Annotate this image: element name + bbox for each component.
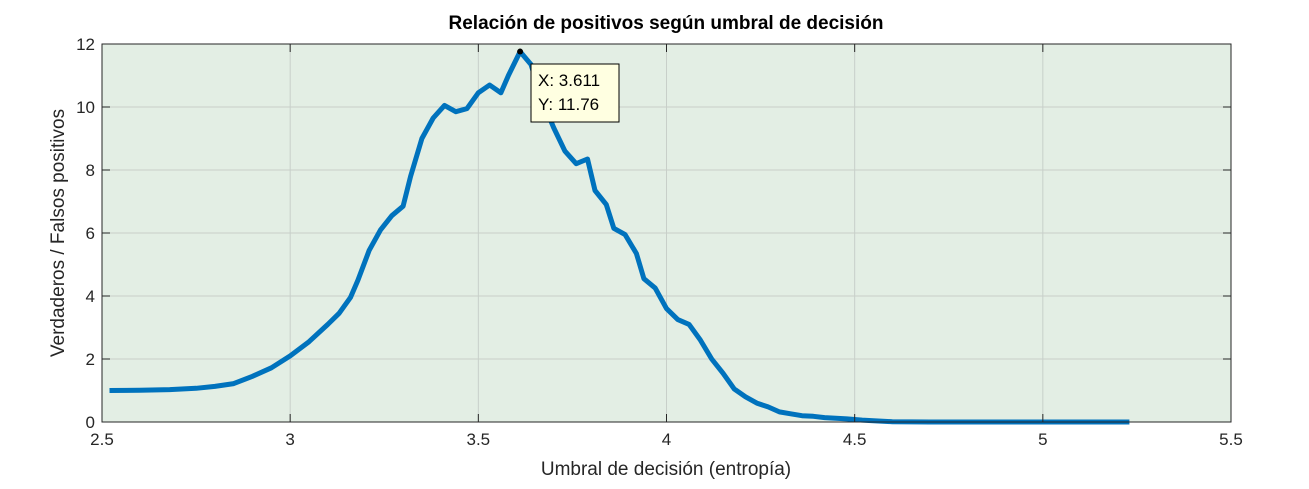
series-layer bbox=[109, 49, 1130, 425]
grid-lines bbox=[102, 44, 1231, 422]
y-axis-label: Verdaderos / Falsos positivos bbox=[48, 109, 69, 357]
x-axis-label: Umbral de decisión (entropía) bbox=[541, 459, 791, 480]
x-tick-label: 4 bbox=[662, 430, 671, 449]
x-tick-label: 5 bbox=[1038, 430, 1047, 449]
y-tick-label: 4 bbox=[86, 287, 95, 306]
y-tick-label: 12 bbox=[76, 35, 95, 54]
datatip-marker[interactable] bbox=[517, 48, 524, 55]
x-tick-labels: 2.5 3 3.5 4 4.5 5 5.5 bbox=[90, 430, 1243, 449]
x-tick-label: 3.5 bbox=[467, 430, 491, 449]
axis-ticks bbox=[101, 43, 1232, 423]
x-tick-label: 2.5 bbox=[90, 430, 114, 449]
datatip-y-value: Y: 11.76 bbox=[538, 95, 599, 114]
y-tick-label: 10 bbox=[76, 98, 95, 117]
chart-title: Relación de positivos según umbral de de… bbox=[449, 13, 884, 34]
y-tick-label: 8 bbox=[86, 161, 95, 180]
x-tick-label: 5.5 bbox=[1219, 430, 1243, 449]
datatip-box bbox=[530, 63, 620, 123]
x-tick-label: 3 bbox=[285, 430, 294, 449]
y-tick-label: 0 bbox=[86, 413, 95, 432]
datatip[interactable]: X: 3.611 Y: 11.76 bbox=[517, 48, 620, 123]
datatip-x-value: X: 3.611 bbox=[538, 71, 600, 90]
x-tick-label: 4.5 bbox=[843, 430, 867, 449]
y-tick-label: 6 bbox=[86, 224, 95, 243]
y-tick-label: 2 bbox=[86, 350, 95, 369]
y-tick-labels: 0 2 4 6 8 10 12 bbox=[76, 35, 95, 432]
series-line bbox=[109, 49, 1130, 425]
